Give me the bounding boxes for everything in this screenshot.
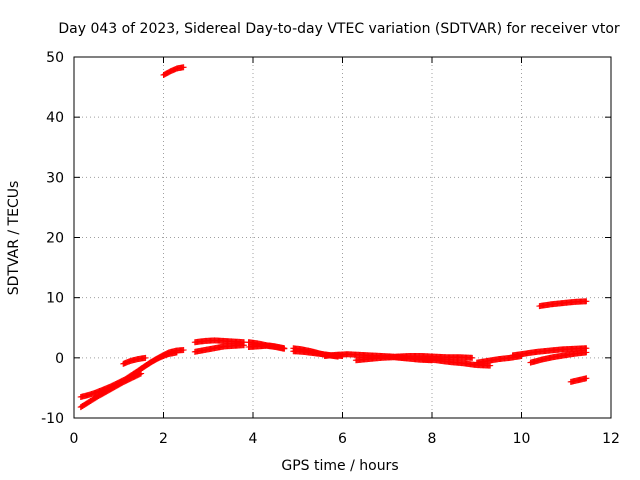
x-axis-label: GPS time / hours <box>281 458 398 474</box>
chart-title: Day 043 of 2023, Sidereal Day-to-day VTE… <box>58 21 620 37</box>
y-tick-label: 10 <box>46 291 64 307</box>
y-tick-label: 0 <box>55 351 64 367</box>
data-point <box>469 354 476 361</box>
data-points <box>77 64 590 411</box>
x-tick-label: 10 <box>513 431 531 447</box>
data-point <box>583 349 590 356</box>
data-point <box>142 354 149 361</box>
data-point <box>281 345 288 352</box>
data-point <box>241 342 248 349</box>
data-point <box>583 298 590 305</box>
x-tick-label: 0 <box>70 431 79 447</box>
x-tick-label: 4 <box>249 431 258 447</box>
series-sdtvar <box>77 64 590 411</box>
data-point <box>180 347 187 354</box>
y-tick-label: -10 <box>41 411 64 427</box>
y-axis-label: SDTVAR / TECUs <box>6 181 22 296</box>
axis-ticks: 0 2 4 6 8 10 12 -10 0 10 20 30 40 50 <box>41 50 620 447</box>
y-tick-label: 20 <box>46 231 64 247</box>
plot-frame <box>73 56 612 419</box>
x-tick-label: 12 <box>602 431 620 447</box>
data-point <box>173 349 180 356</box>
y-tick-label: 40 <box>46 110 64 126</box>
data-point <box>487 362 494 369</box>
x-tick-label: 8 <box>428 431 437 447</box>
y-tick-label: 30 <box>46 170 64 186</box>
data-point <box>583 375 590 382</box>
data-point <box>180 64 187 71</box>
x-tick-label: 6 <box>338 431 347 447</box>
x-tick-label: 2 <box>159 431 168 447</box>
y-tick-label: 50 <box>46 50 64 66</box>
